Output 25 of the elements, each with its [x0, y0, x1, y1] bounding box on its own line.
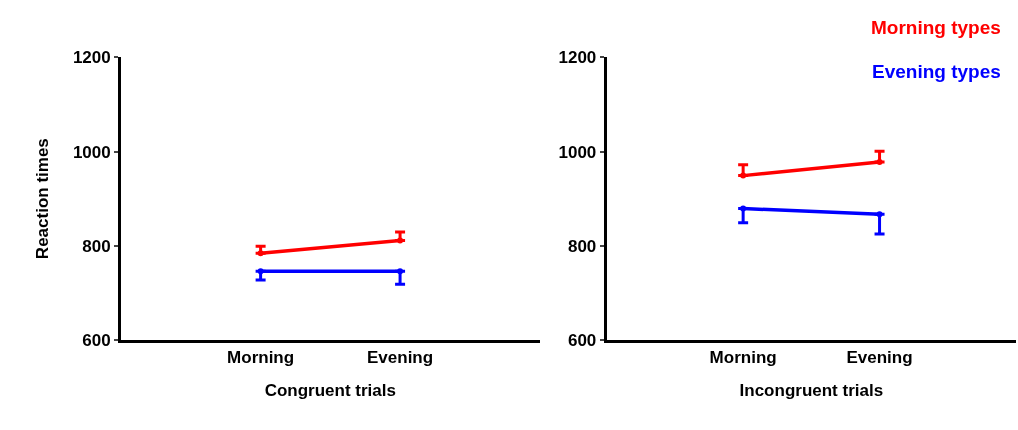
point — [257, 268, 264, 275]
y-tick-label: 800 — [567, 236, 597, 256]
x-tick-label: Morning — [227, 348, 295, 368]
y-tick-label: 800 — [82, 236, 111, 256]
x-tick-label: Morning — [709, 348, 777, 368]
point — [876, 158, 883, 165]
y-tick-label: 1000 — [72, 142, 111, 162]
y-tick-label: 1200 — [558, 48, 597, 68]
y-tick-label: 1000 — [558, 142, 597, 162]
y-tick-label: 600 — [567, 330, 597, 350]
point — [257, 250, 264, 257]
y-tick-label: 600 — [82, 330, 111, 350]
point — [740, 205, 747, 212]
point — [397, 237, 404, 244]
point — [397, 268, 404, 275]
y-axis-title: Reaction times — [33, 138, 53, 260]
point — [740, 172, 747, 179]
x-tick-label: Evening — [846, 348, 913, 368]
text: Morning types — [871, 17, 1001, 38]
x-axis-title: Congruent trials — [264, 380, 396, 400]
point — [876, 211, 883, 218]
text: Evening types — [872, 61, 1001, 82]
x-tick-label: Evening — [367, 348, 434, 368]
y-tick-label: 1200 — [72, 48, 111, 68]
x-axis-title: Incongruent trials — [739, 380, 884, 400]
